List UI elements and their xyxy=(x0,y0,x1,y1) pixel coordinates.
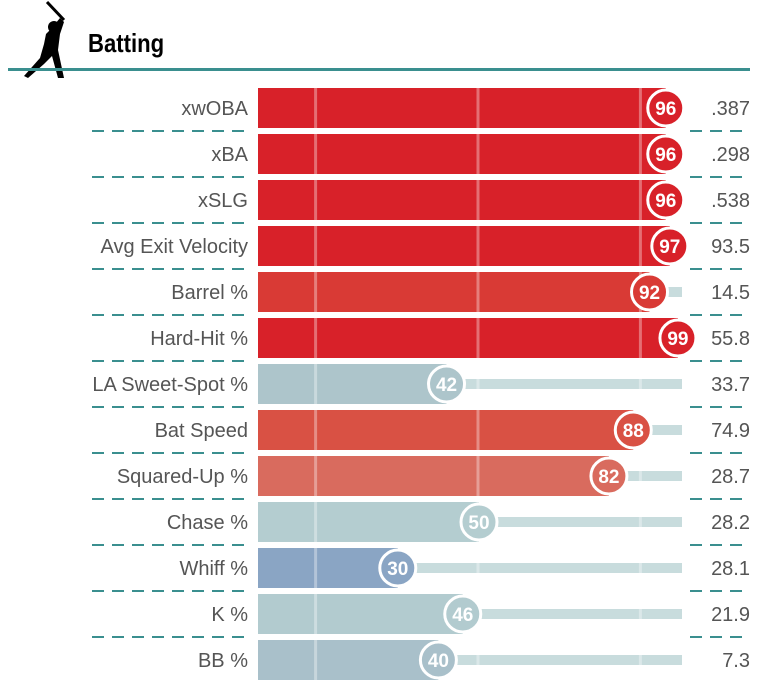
metric-value: 14.5 xyxy=(711,282,750,304)
percentile-label: 82 xyxy=(598,467,619,488)
metric-label: LA Sweet-Spot % xyxy=(92,374,248,396)
track xyxy=(258,379,682,389)
metric-label: Avg Exit Velocity xyxy=(101,236,248,258)
percentile-label: 96 xyxy=(655,99,676,120)
metric-value: 93.5 xyxy=(711,236,750,258)
percentile-bar xyxy=(258,88,666,128)
metric-row: xSLG 96 .538 xyxy=(92,180,750,224)
metric-value: .538 xyxy=(711,190,750,212)
percentile-circle xyxy=(650,226,690,266)
metric-row: Squared-Up % 82 28.7 xyxy=(92,456,750,500)
metric-label: K % xyxy=(211,604,248,626)
percentile-circle xyxy=(646,88,686,128)
percentile-bar xyxy=(258,502,479,542)
percentile-bar xyxy=(258,594,463,634)
percentile-bar xyxy=(258,318,678,358)
metric-value: 28.2 xyxy=(711,512,750,534)
percentile-circle xyxy=(646,134,686,174)
percentile-bar xyxy=(258,226,670,266)
metric-label: xBA xyxy=(211,144,248,166)
percentile-bar xyxy=(258,134,666,174)
metric-value: 55.8 xyxy=(711,328,750,350)
header-rule xyxy=(8,68,750,71)
metric-label: BB % xyxy=(198,650,248,672)
percentile-label: 40 xyxy=(428,651,449,672)
metric-row: Chase % 50 28.2 xyxy=(92,502,750,546)
percentile-circle xyxy=(613,410,653,450)
percentile-bar xyxy=(258,548,398,588)
metric-row: K % 46 21.9 xyxy=(92,594,750,638)
percentile-circle xyxy=(646,180,686,220)
metric-row: Avg Exit Velocity 97 93.5 xyxy=(92,226,750,270)
metric-value: 74.9 xyxy=(711,420,750,442)
percentile-bar xyxy=(258,180,666,220)
metric-label: xwOBA xyxy=(181,98,248,120)
percentile-circle xyxy=(378,548,418,588)
metric-label: Whiff % xyxy=(179,558,248,580)
metric-row: xBA 96 .298 xyxy=(92,134,750,178)
percentile-label: 46 xyxy=(452,605,473,626)
percentile-label: 30 xyxy=(387,559,408,580)
metric-value: 28.1 xyxy=(711,558,750,580)
metric-row: Barrel % 92 14.5 xyxy=(92,272,750,316)
track xyxy=(258,655,682,665)
percentile-bar xyxy=(258,456,609,496)
metric-value: 28.7 xyxy=(711,466,750,488)
percentile-circle xyxy=(418,640,458,680)
metric-row: BB % 40 7.3 xyxy=(198,640,750,680)
percentile-label: 50 xyxy=(468,513,489,534)
track xyxy=(258,563,682,573)
percentile-circle xyxy=(443,594,483,634)
percentile-bar xyxy=(258,364,447,404)
percentile-circle xyxy=(427,364,467,404)
metric-row: Whiff % 30 28.1 xyxy=(92,548,750,592)
percentile-circle xyxy=(658,318,698,358)
percentile-circle xyxy=(589,456,629,496)
metric-row: LA Sweet-Spot % 42 33.7 xyxy=(92,364,750,408)
batter-silhouette-icon xyxy=(24,0,66,78)
metric-row: xwOBA 96 .387 xyxy=(92,88,750,132)
percentile-label: 97 xyxy=(659,237,680,258)
metric-value: 33.7 xyxy=(711,374,750,396)
percentile-bar xyxy=(258,410,634,450)
metric-value: .387 xyxy=(711,98,750,120)
percentile-label: 96 xyxy=(655,191,676,212)
percentile-label: 96 xyxy=(655,145,676,166)
metric-label: xSLG xyxy=(198,190,248,212)
percentile-circle xyxy=(630,272,670,312)
metric-label: Hard-Hit % xyxy=(150,328,248,350)
metric-label: Bat Speed xyxy=(155,420,248,442)
metric-label: Squared-Up % xyxy=(117,466,248,488)
metric-value: .298 xyxy=(711,144,750,166)
percentile-label: 42 xyxy=(436,375,457,396)
metric-label: Barrel % xyxy=(171,282,248,304)
percentile-label: 88 xyxy=(623,421,644,442)
section-title: Batting xyxy=(88,28,165,58)
metric-label: Chase % xyxy=(167,512,248,534)
metric-value: 21.9 xyxy=(711,604,750,626)
percentile-label: 92 xyxy=(639,283,660,304)
metric-row: Hard-Hit % 99 55.8 xyxy=(92,318,750,362)
percentile-bar xyxy=(258,640,439,680)
metric-row: Bat Speed 88 74.9 xyxy=(92,410,750,454)
percentile-label: 99 xyxy=(667,329,688,350)
percentile-bar xyxy=(258,272,650,312)
percentile-circle xyxy=(459,502,499,542)
metric-value: 7.3 xyxy=(722,650,750,672)
